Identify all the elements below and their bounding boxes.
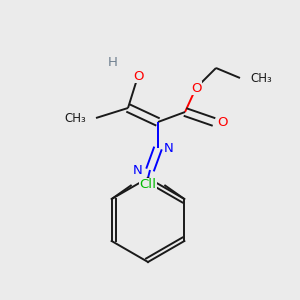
Text: O: O <box>133 70 143 83</box>
Text: Cl: Cl <box>140 178 153 191</box>
Text: N: N <box>164 142 174 154</box>
Text: N: N <box>132 164 142 176</box>
Text: O: O <box>217 116 227 128</box>
Text: Cl: Cl <box>143 178 156 191</box>
Text: CH₃: CH₃ <box>250 71 272 85</box>
Text: H: H <box>108 56 118 68</box>
Text: O: O <box>191 82 201 94</box>
Text: CH₃: CH₃ <box>64 112 86 124</box>
